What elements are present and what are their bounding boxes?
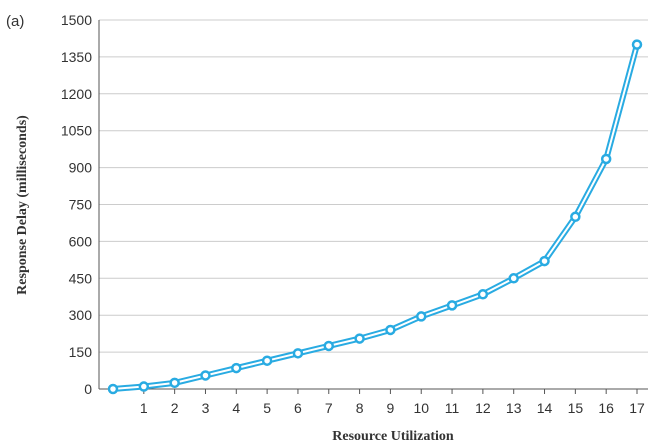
data-point [570, 211, 581, 223]
x-tick-label: 14 [537, 400, 553, 416]
x-tick-label: 15 [568, 400, 584, 416]
x-tick-label: 12 [475, 400, 491, 416]
data-point [385, 324, 396, 336]
y-tick-labels: 0 150 300 450 600 750 900 1050 1200 1350 1500 [61, 12, 92, 397]
y-tick-label: 750 [69, 197, 93, 213]
data-point [446, 300, 458, 311]
data-point [508, 273, 519, 284]
x-tick-label: 16 [598, 400, 614, 416]
y-tick-label: 150 [69, 344, 93, 360]
data-point [539, 255, 550, 267]
x-tick-label: 11 [445, 400, 460, 416]
gridlines [99, 19, 648, 353]
data-point [415, 311, 427, 322]
y-tick-label: 0 [84, 381, 92, 397]
data-point [354, 333, 365, 344]
data-point [323, 340, 335, 352]
x-tick-label: 4 [232, 400, 240, 416]
y-tick-label: 1050 [61, 123, 92, 139]
data-point [477, 289, 489, 300]
x-tick-label: 3 [202, 400, 210, 416]
y-axis-title: Response Delay (milliseconds) [15, 115, 30, 295]
y-tick-label: 600 [69, 233, 93, 249]
x-tick-label: 7 [325, 400, 333, 416]
data-point [261, 355, 273, 366]
y-tick-label: 300 [69, 307, 93, 323]
x-tick-label: 10 [413, 400, 429, 416]
x-tick-label: 17 [629, 400, 645, 416]
data-point [292, 348, 304, 359]
data-point [600, 153, 612, 165]
x-tick-label: 13 [506, 400, 522, 416]
y-tick-label: 1200 [61, 86, 92, 102]
data-point [631, 39, 643, 50]
data-series [107, 39, 643, 395]
y-tick-label: 1500 [61, 12, 92, 28]
axes [98, 20, 648, 394]
x-tick-label: 2 [171, 400, 179, 416]
series-line-inner [112, 44, 638, 390]
x-tick-labels: 1 2 3 4 5 6 7 8 9 10 11 12 13 14 15 16 17 [140, 400, 645, 416]
data-point [231, 362, 242, 374]
x-axis-title: Resource Utilization [332, 429, 454, 444]
data-point [200, 370, 211, 381]
panel-label: (a) [6, 13, 24, 30]
data-point [107, 383, 119, 395]
x-tick-label: 8 [356, 400, 364, 416]
x-tick-label: 9 [387, 400, 395, 416]
data-point [169, 377, 180, 389]
y-tick-label: 1350 [61, 49, 92, 65]
x-tick-label: 1 [140, 400, 148, 416]
y-tick-label: 900 [69, 160, 93, 176]
series-line-outer [112, 43, 640, 392]
data-point [138, 381, 150, 392]
x-tick-label: 5 [263, 400, 271, 416]
y-tick-label: 450 [69, 270, 93, 286]
x-tick-label: 6 [294, 400, 302, 416]
